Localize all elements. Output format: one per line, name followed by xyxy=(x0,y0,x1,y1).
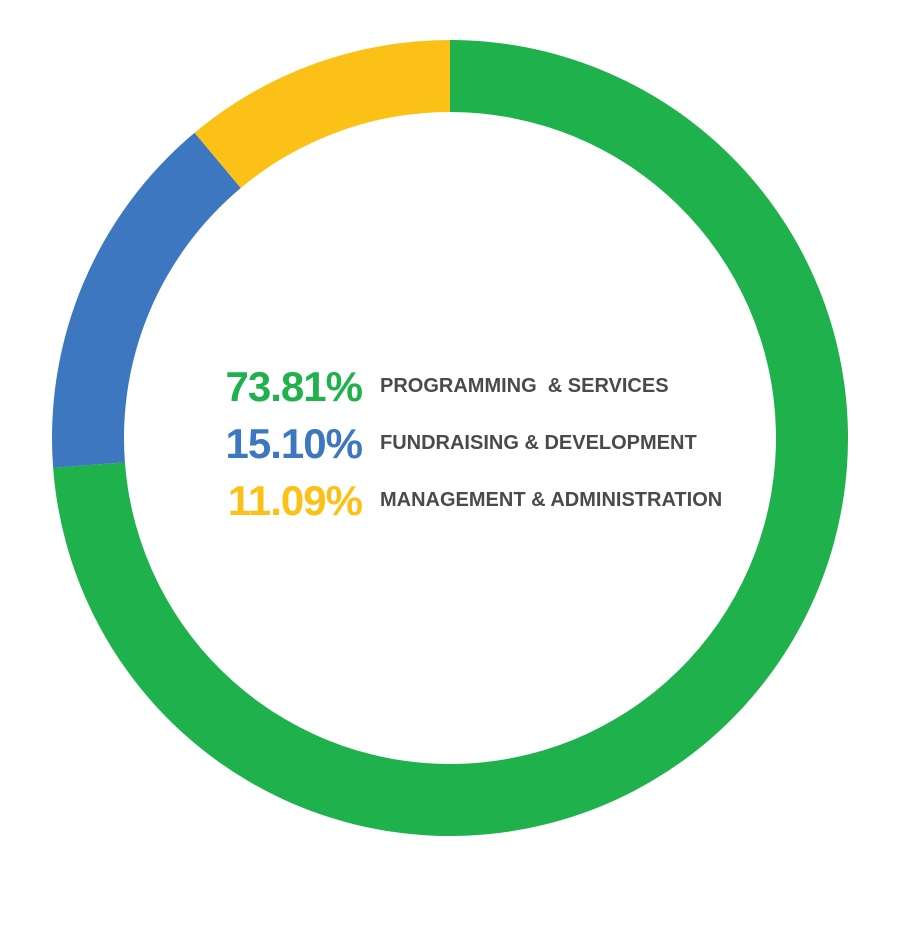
donut-slice-management xyxy=(194,40,450,188)
value-label-programming: 73.81% xyxy=(225,362,363,410)
legend-label-fundraising: FUNDRAISING & DEVELOPMENT xyxy=(380,432,697,454)
legend-item-programming: 73.81% PROGRAMMING & SERVICES xyxy=(205,358,722,415)
legend-label-management: MANAGEMENT & ADMINISTRATION xyxy=(380,489,723,511)
legend-item-fundraising: 15.10% FUNDRAISING & DEVELOPMENT xyxy=(205,415,722,472)
legend-label-programming: PROGRAMMING & SERVICES xyxy=(380,375,669,397)
value-label-management: 11.09% xyxy=(227,476,363,524)
value-label-fundraising: 15.10% xyxy=(225,419,363,467)
legend-item-management: 11.09% MANAGEMENT & ADMINISTRATION xyxy=(205,472,722,529)
donut-slice-fundraising xyxy=(51,132,241,468)
legend: 73.81% PROGRAMMING & SERVICES 15.10% FUN… xyxy=(205,358,723,529)
